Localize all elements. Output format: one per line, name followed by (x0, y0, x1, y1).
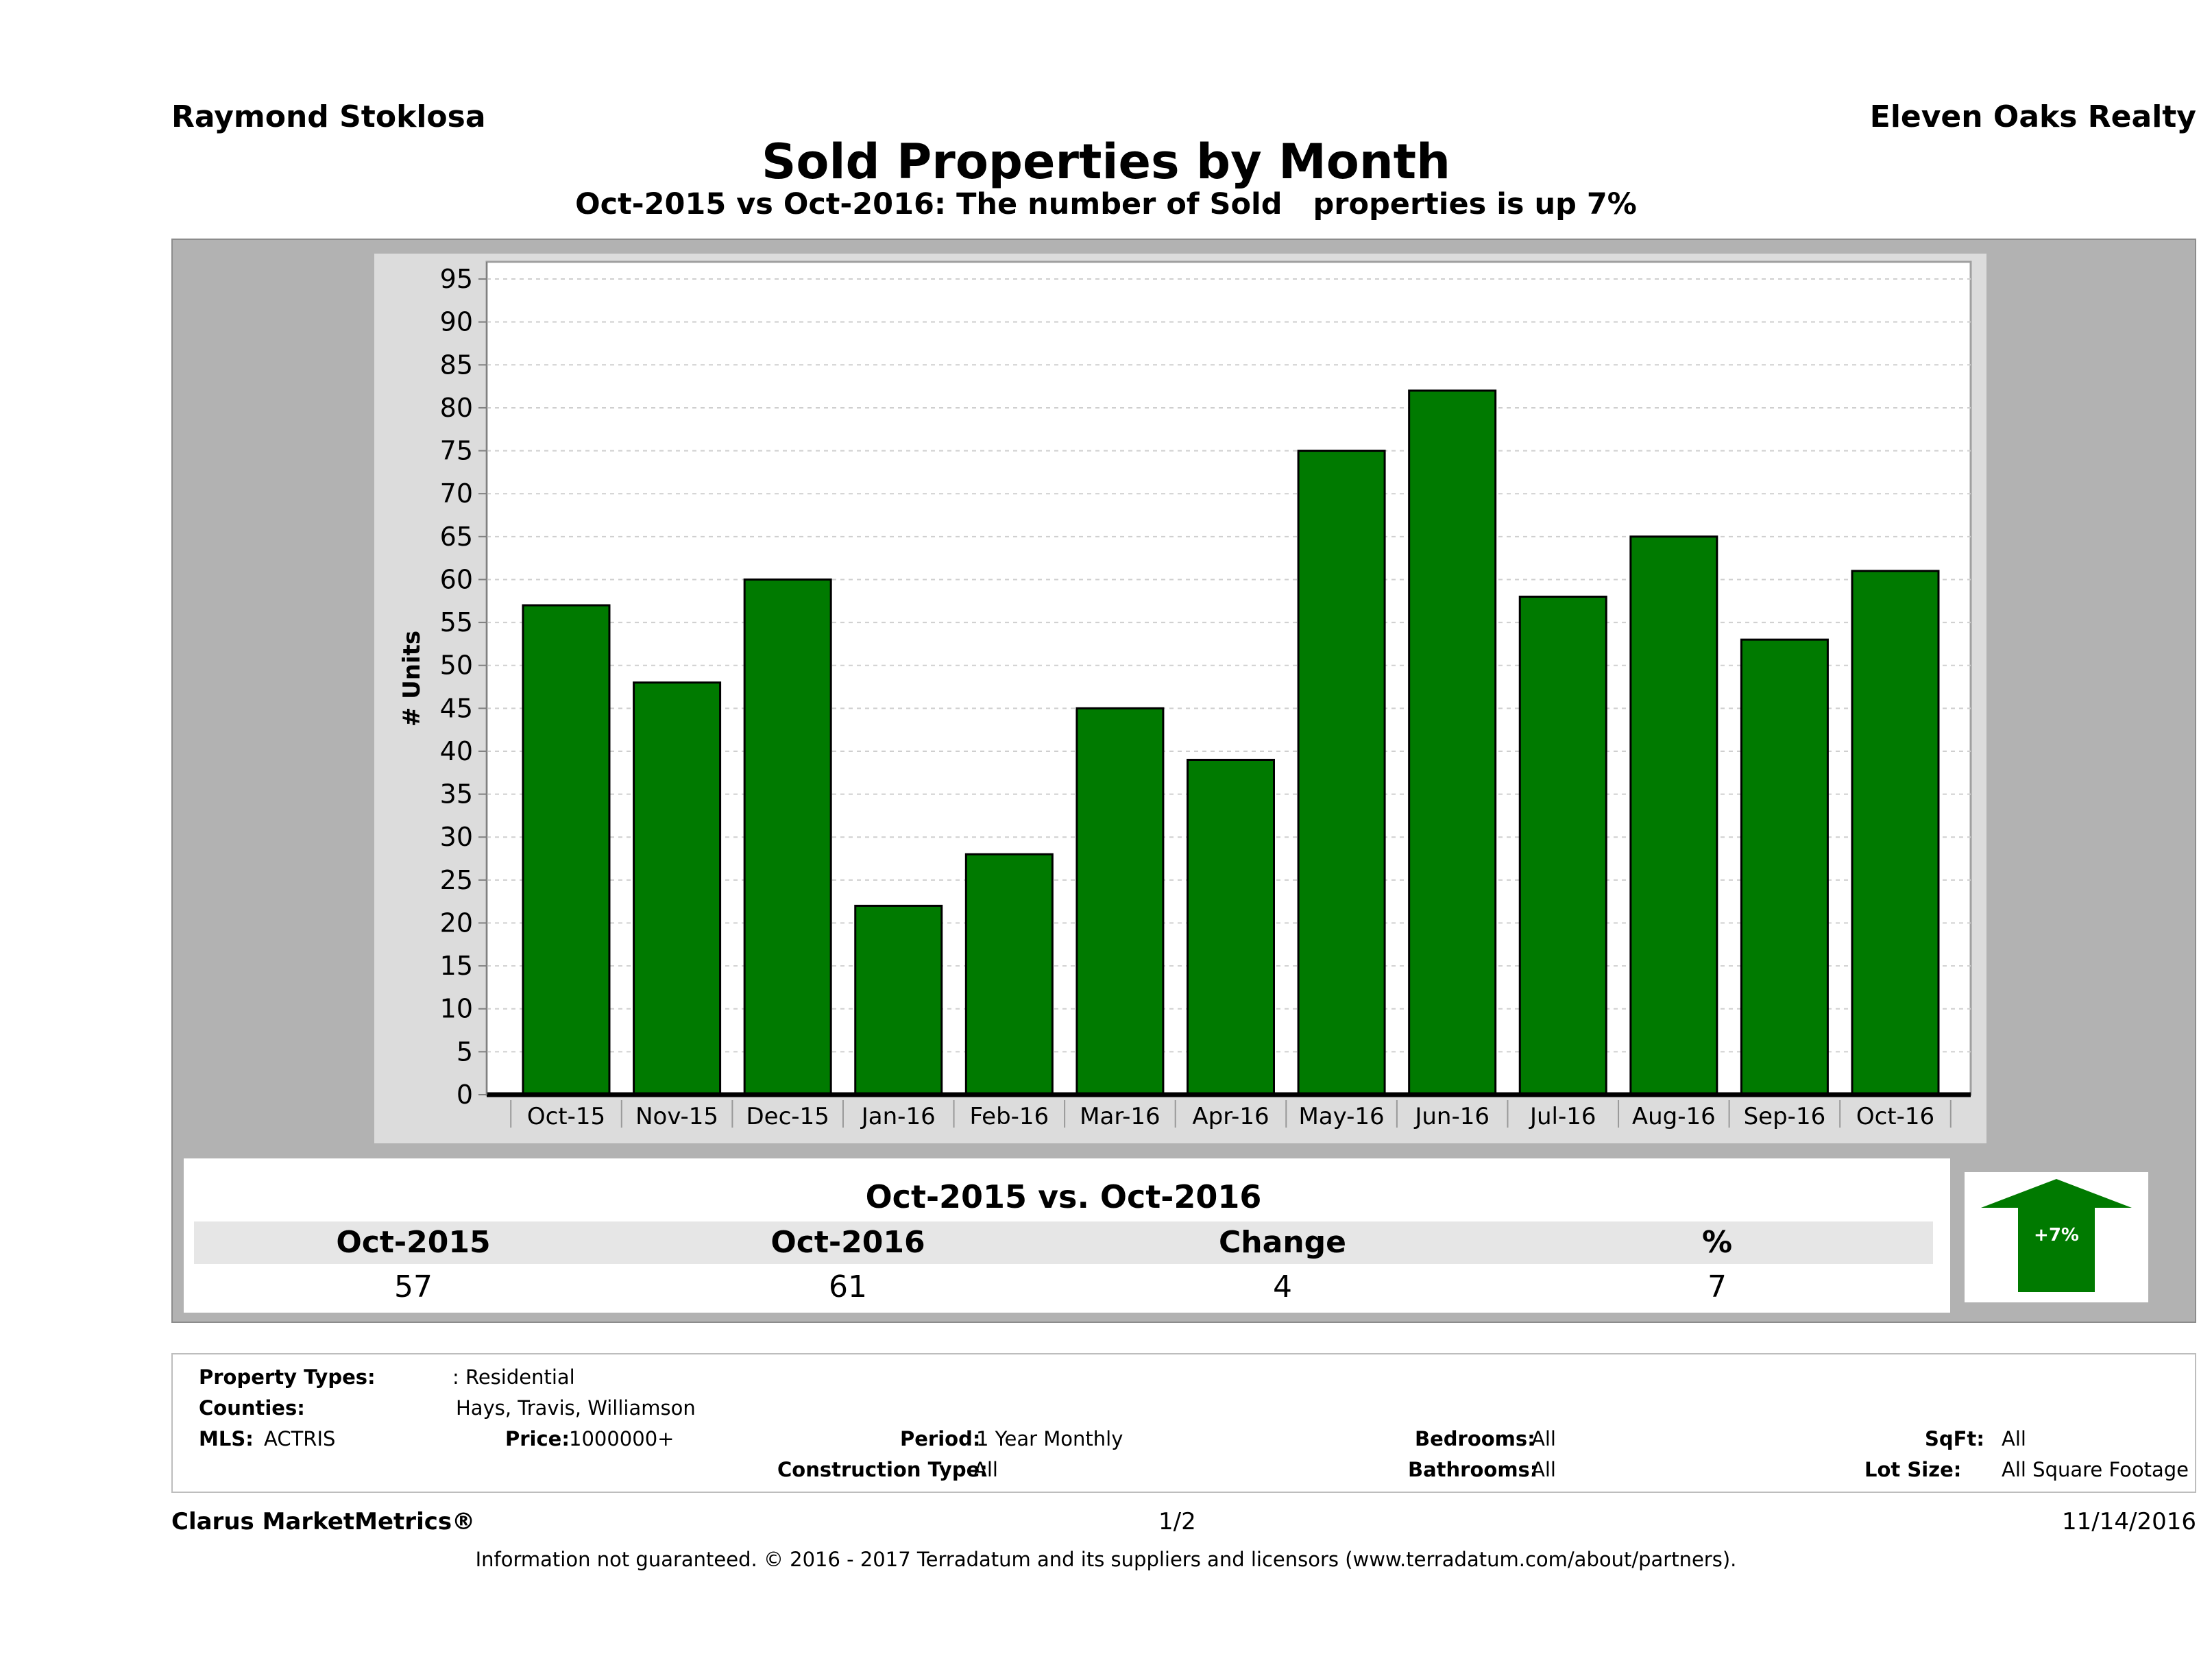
y-tick-label: 0 (457, 1080, 473, 1110)
y-tick-label: 50 (440, 650, 473, 681)
bar-dec-15 (743, 578, 832, 1096)
y-tick-label: 70 (440, 478, 473, 509)
value-oct-2016: 61 (829, 1269, 867, 1304)
x-tick-label: Dec-15 (746, 1103, 829, 1130)
header-oct-2015: Oct-2015 (336, 1225, 491, 1260)
property-types-value: : Residential (452, 1365, 575, 1389)
x-tick-label: Aug-16 (1632, 1103, 1716, 1130)
value-percent: 7 (1707, 1269, 1727, 1304)
bar-jan-16 (854, 904, 943, 1096)
y-tick-label: 65 (440, 522, 473, 552)
comparison-title: Oct-2015 vs. Oct-2016 (194, 1176, 1933, 1218)
bedrooms-value: All (1531, 1427, 1556, 1450)
x-tick-label: May-16 (1298, 1103, 1384, 1130)
price-value: 1000000+ (569, 1427, 674, 1450)
footer-brand: Clarus MarketMetrics® (171, 1508, 476, 1535)
chart-title: Sold Properties by Month (762, 134, 1450, 190)
mls-label: MLS: (199, 1427, 254, 1450)
bar-sep-16 (1740, 638, 1829, 1096)
counties-value: Hays, Travis, Williamson (456, 1396, 696, 1420)
y-tick-label: 40 (440, 736, 473, 766)
y-tick-label: 35 (440, 779, 473, 810)
y-axis-label: # Units (398, 631, 426, 727)
sqft-value: All (2002, 1427, 2026, 1450)
bar-mar-16 (1075, 707, 1165, 1096)
bar-jun-16 (1408, 389, 1497, 1096)
price-label: Price: (505, 1427, 570, 1450)
y-tick-label: 5 (457, 1036, 473, 1067)
x-tick-label: Jun-16 (1413, 1103, 1490, 1130)
y-tick-label: 90 (440, 307, 473, 337)
y-axis-ticks: 0 5 10 15 20 25 30 35 40 45 50 55 60 65 70 75 80 85 90 95 (440, 264, 487, 1110)
y-tick-label: 80 (440, 393, 473, 423)
value-change: 4 (1273, 1269, 1292, 1304)
bar-jul-16 (1518, 596, 1607, 1096)
construction-value: All (973, 1458, 998, 1481)
y-tick-label: 75 (440, 436, 473, 466)
construction-label: Construction Type: (777, 1458, 988, 1481)
y-tick-label: 95 (440, 264, 473, 294)
bedrooms-label: Bedrooms: (1415, 1427, 1535, 1450)
y-tick-label: 55 (440, 607, 473, 637)
x-axis-ticks: Oct-15 Nov-15 Dec-15 Jan-16 Feb-16 Mar-16 Apr-… (510, 1100, 1952, 1130)
header-oct-2016: Oct-2016 (770, 1225, 925, 1260)
bar-nov-15 (633, 681, 722, 1096)
x-tick-label: Jul-16 (1529, 1103, 1596, 1130)
property-types-label: Property Types: (199, 1365, 376, 1389)
lot-size-label: Lot Size: (1864, 1458, 1962, 1481)
y-tick-label: 60 (440, 564, 473, 594)
bar-oct-16 (1851, 570, 1940, 1096)
y-tick-label: 20 (440, 908, 473, 938)
y-tick-label: 10 (440, 994, 473, 1024)
x-tick-label: Nov-15 (635, 1103, 718, 1130)
bathrooms-value: All (1531, 1458, 1556, 1481)
page-number: 1/2 (1158, 1508, 1196, 1535)
x-tick-label: Mar-16 (1080, 1103, 1160, 1130)
sqft-label: SqFt: (1925, 1427, 1984, 1450)
bars (522, 389, 1940, 1096)
y-tick-label: 30 (440, 822, 473, 852)
x-tick-label: Feb-16 (969, 1103, 1049, 1130)
header-percent: % (1701, 1225, 1733, 1260)
bar-apr-16 (1187, 758, 1275, 1096)
lot-size-value: All Square Footage (2002, 1458, 2189, 1481)
company-name: Eleven Oaks Realty (1869, 99, 2196, 134)
comparison-header-row: Oct-2015 Oct-2016 Change % (194, 1221, 1933, 1264)
bar-feb-16 (964, 853, 1054, 1096)
bar-oct-15 (522, 604, 611, 1096)
period-label: Period: (900, 1427, 981, 1450)
bathrooms-label: Bathrooms: (1408, 1458, 1538, 1481)
x-tick-label: Oct-16 (1856, 1103, 1934, 1130)
up-arrow-icon: +7% (1981, 1179, 2132, 1292)
y-tick-label: 25 (440, 865, 473, 895)
x-tick-label: Jan-16 (860, 1103, 936, 1130)
y-tick-label: 85 (440, 350, 473, 380)
bar-aug-16 (1629, 535, 1718, 1096)
y-tick-label: 15 (440, 951, 473, 981)
period-value: 1 Year Monthly (976, 1427, 1123, 1450)
x-tick-label: Sep-16 (1744, 1103, 1826, 1130)
search-criteria: Property Types: : Residential Counties: … (171, 1353, 2196, 1493)
agent-name: Raymond Stoklosa (171, 99, 486, 134)
header-change: Change (1219, 1225, 1346, 1260)
x-tick-label: Apr-16 (1192, 1103, 1269, 1130)
chart-subtitle: Oct-2015 vs Oct-2016: The number of Sold… (575, 187, 1637, 221)
comparison-value-row: 57 61 4 7 (194, 1267, 1933, 1307)
bar-may-16 (1297, 450, 1386, 1096)
mls-value: ACTRIS (264, 1427, 336, 1450)
trend-badge-label: +7% (2034, 1225, 2079, 1245)
disclaimer: Information not guaranteed. © 2016 - 201… (475, 1548, 1737, 1571)
y-tick-label: 45 (440, 693, 473, 723)
report-date: 11/14/2016 (2062, 1508, 2196, 1535)
value-oct-2015: 57 (394, 1269, 433, 1304)
x-tick-label: Oct-15 (527, 1103, 605, 1130)
counties-label: Counties: (199, 1396, 305, 1420)
